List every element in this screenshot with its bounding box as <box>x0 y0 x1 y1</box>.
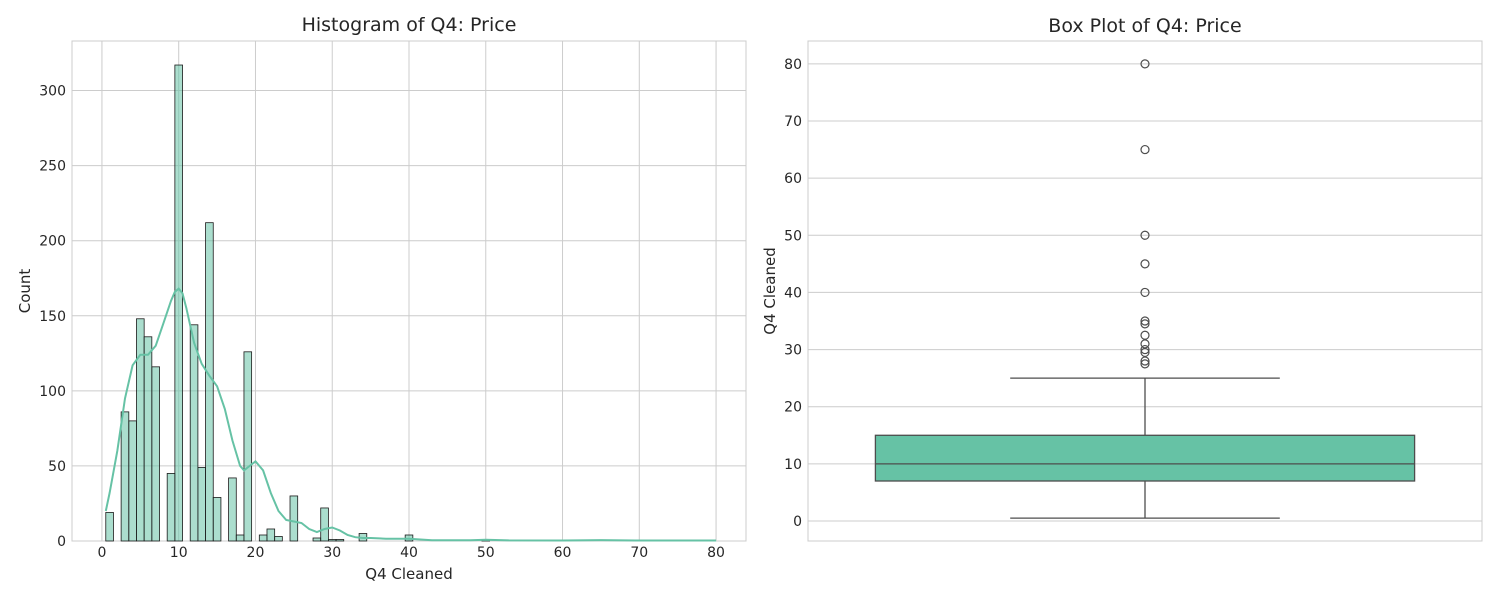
histogram-bar <box>143 336 153 542</box>
histogram-x-tick-label: 50 <box>477 545 495 561</box>
histogram-bar <box>166 473 176 542</box>
histogram-bar <box>266 528 276 542</box>
histogram-bar <box>274 536 283 542</box>
histogram-y-tick-label: 100 <box>39 384 66 400</box>
boxplot-body <box>874 377 1416 519</box>
outlier-point <box>1140 144 1150 155</box>
histogram-x-tick-label: 70 <box>630 545 648 561</box>
boxplot-y-tick-label: 20 <box>784 400 802 416</box>
histogram-x-tick-label: 80 <box>707 545 725 561</box>
histogram-bar <box>205 222 214 542</box>
histogram-y-tick-label: 200 <box>39 234 66 250</box>
histogram-y-tick-label: 0 <box>57 534 66 550</box>
histogram-bar <box>335 539 345 542</box>
histogram-panel: 0 10 20 30 40 50 60 70 80 0 50 100 150 200 250 300 His… <box>16 14 747 583</box>
boxplot-y-tick-label: 10 <box>784 457 802 473</box>
outlier-point <box>1140 316 1150 326</box>
outlier-point <box>1140 230 1150 240</box>
histogram-bar <box>320 507 329 542</box>
boxplot-y-tick-label: 60 <box>784 171 802 187</box>
histogram-bar <box>289 495 299 542</box>
histogram-bar <box>136 318 145 542</box>
interquartile-box <box>874 434 1416 482</box>
histogram-x-axis-label: Q4 Cleaned <box>365 565 452 583</box>
histogram-y-tick-label: 150 <box>39 309 66 325</box>
boxplot-y-tick-label: 70 <box>784 114 802 130</box>
histogram-x-tick-label: 60 <box>554 545 572 561</box>
kde-curve <box>104 287 717 542</box>
boxplot-y-axis-label: Q4 Cleaned <box>761 247 779 334</box>
histogram-bar <box>312 537 322 542</box>
histogram-bar <box>327 539 337 542</box>
histogram-bar <box>243 351 253 542</box>
outlier-point <box>1140 287 1150 298</box>
histogram-title: Histogram of Q4: Price <box>302 14 517 36</box>
histogram-bar <box>105 512 114 542</box>
boxplot-y-tick-label: 80 <box>784 57 802 73</box>
histogram-bar <box>235 534 245 542</box>
histogram-y-tick-label: 250 <box>39 159 66 175</box>
histogram-x-tick-label: 30 <box>323 545 341 561</box>
histogram-bar <box>212 497 222 542</box>
outlier-point <box>1140 259 1150 269</box>
histogram-bar <box>120 411 130 542</box>
histogram-bar <box>128 420 137 542</box>
boxplot-y-tick-labels: 0 10 20 30 40 50 60 70 80 <box>784 57 802 530</box>
histogram-bar <box>228 477 237 542</box>
histogram-bar <box>174 64 183 542</box>
boxplot-y-tick-label: 50 <box>784 228 802 244</box>
histogram-bar <box>197 467 206 542</box>
histogram-bar <box>189 324 199 542</box>
histogram-y-tick-labels: 0 50 100 150 200 250 300 <box>39 84 66 550</box>
boxplot-outliers <box>1140 59 1150 369</box>
histogram-y-tick-label: 50 <box>48 459 66 475</box>
boxplot-y-tick-label: 40 <box>784 285 802 301</box>
histogram-x-tick-label: 10 <box>170 545 188 561</box>
histogram-bar <box>151 366 160 542</box>
histogram-x-tick-labels: 0 10 20 30 40 50 60 70 80 <box>97 545 724 561</box>
histogram-y-tick-label: 300 <box>39 84 66 100</box>
outlier-point <box>1140 330 1150 340</box>
histogram-bar <box>258 534 268 542</box>
outlier-point <box>1140 344 1150 355</box>
histogram-x-tick-label: 20 <box>247 545 265 561</box>
histogram-x-tick-label: 0 <box>97 545 106 561</box>
outlier-point <box>1140 319 1150 329</box>
outlier-point <box>1140 59 1150 69</box>
boxplot-y-tick-label: 0 <box>793 514 802 530</box>
boxplot-y-tick-label: 30 <box>784 343 802 359</box>
histogram-x-tick-label: 40 <box>400 545 418 561</box>
histogram-y-axis-label: Count <box>16 269 34 314</box>
outlier-point <box>1140 359 1150 369</box>
boxplot-title: Box Plot of Q4: Price <box>1048 15 1241 37</box>
